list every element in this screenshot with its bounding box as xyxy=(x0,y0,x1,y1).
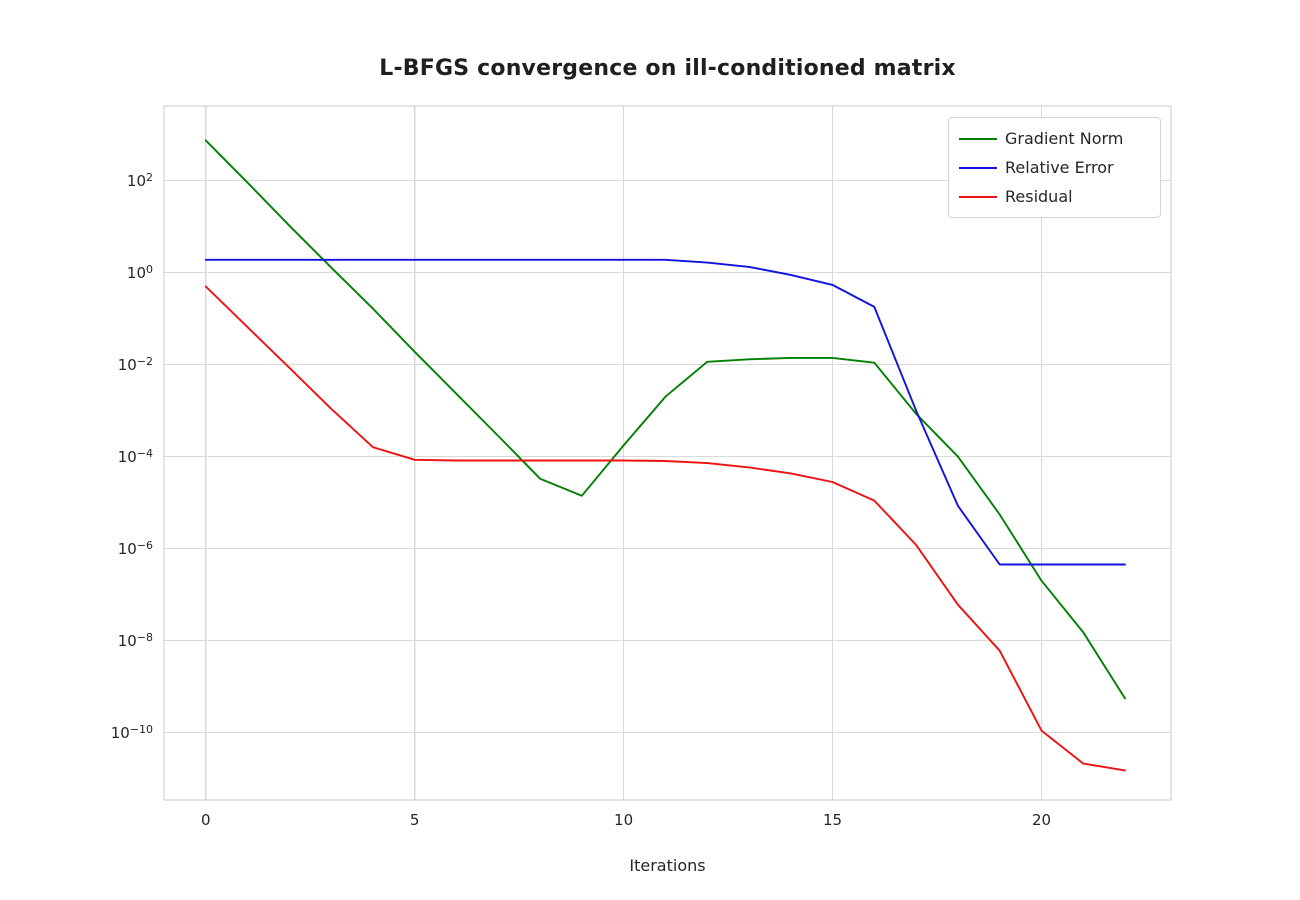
chart-title: L-BFGS convergence on ill-conditioned ma… xyxy=(379,56,956,81)
legend-swatch-residual xyxy=(959,195,997,198)
legend-item-residual: Residual xyxy=(959,182,1150,211)
legend-item-relative-error: Relative Error xyxy=(959,153,1150,182)
legend: Gradient Norm Relative Error Residual xyxy=(948,117,1161,218)
legend-swatch-gradient-norm xyxy=(959,137,997,140)
x-axis-label: Iterations xyxy=(629,856,706,875)
plot-border xyxy=(163,105,1172,801)
legend-label-relative-error: Relative Error xyxy=(1005,158,1114,177)
legend-label-gradient-norm: Gradient Norm xyxy=(1005,129,1124,148)
series-line-gradient-norm xyxy=(204,139,1126,700)
legend-label-residual: Residual xyxy=(1005,187,1073,206)
series-line-residual xyxy=(204,285,1126,772)
series-line-relative-error xyxy=(204,258,1126,566)
legend-swatch-relative-error xyxy=(959,166,997,169)
legend-item-gradient-norm: Gradient Norm xyxy=(959,124,1150,153)
